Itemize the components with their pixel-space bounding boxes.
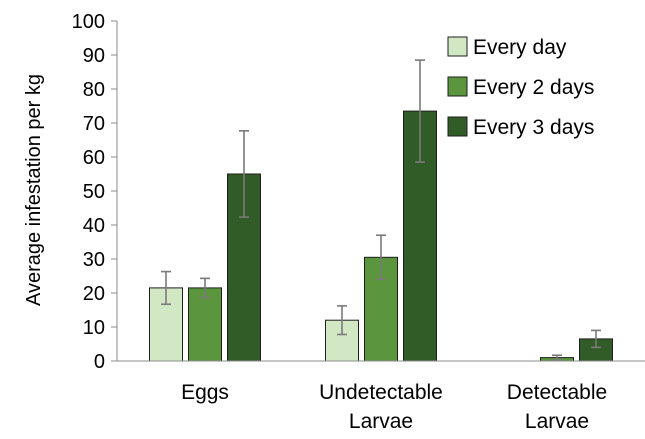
- y-tick-label: 0: [94, 351, 105, 373]
- x-category-label: Eggs: [181, 381, 229, 404]
- legend-swatch: [447, 76, 468, 97]
- y-tick-label: 10: [83, 317, 105, 339]
- bar: [188, 287, 222, 362]
- legend-swatch: [447, 36, 468, 57]
- legend-label: Every 2 days: [473, 76, 594, 99]
- category-labels: Eggs Undetectable Larvae Detectable Larvae: [181, 381, 607, 433]
- x-category-label: Larvae: [525, 410, 589, 433]
- y-tick-label: 60: [83, 147, 105, 169]
- x-category-label: Detectable: [507, 381, 607, 404]
- y-tick-label: 40: [83, 215, 105, 237]
- y-tick-label: 50: [83, 181, 105, 203]
- y-axis-title: Average infestation per kg: [23, 74, 45, 306]
- error-bars: [161, 59, 601, 361]
- legend: Every day Every 2 days Every 3 days: [447, 36, 594, 139]
- y-tick-label: 20: [83, 283, 105, 305]
- y-axis-title-group: Average infestation per kg: [23, 74, 45, 306]
- bars: [149, 110, 613, 362]
- y-tick-label: 80: [83, 79, 105, 101]
- x-category-label: Undetectable: [319, 381, 443, 404]
- y-tick-label: 100: [72, 11, 105, 33]
- y-axis-ticks: 0 10 20 30 40 50 60 70 80 90 100: [72, 11, 117, 373]
- y-tick-label: 70: [83, 113, 105, 135]
- x-category-label: Larvae: [349, 410, 413, 433]
- legend-label: Every 3 days: [473, 116, 594, 139]
- y-tick-label: 90: [83, 45, 105, 67]
- legend-swatch: [447, 116, 468, 137]
- legend-label: Every day: [473, 36, 567, 59]
- y-tick-label: 30: [83, 249, 105, 271]
